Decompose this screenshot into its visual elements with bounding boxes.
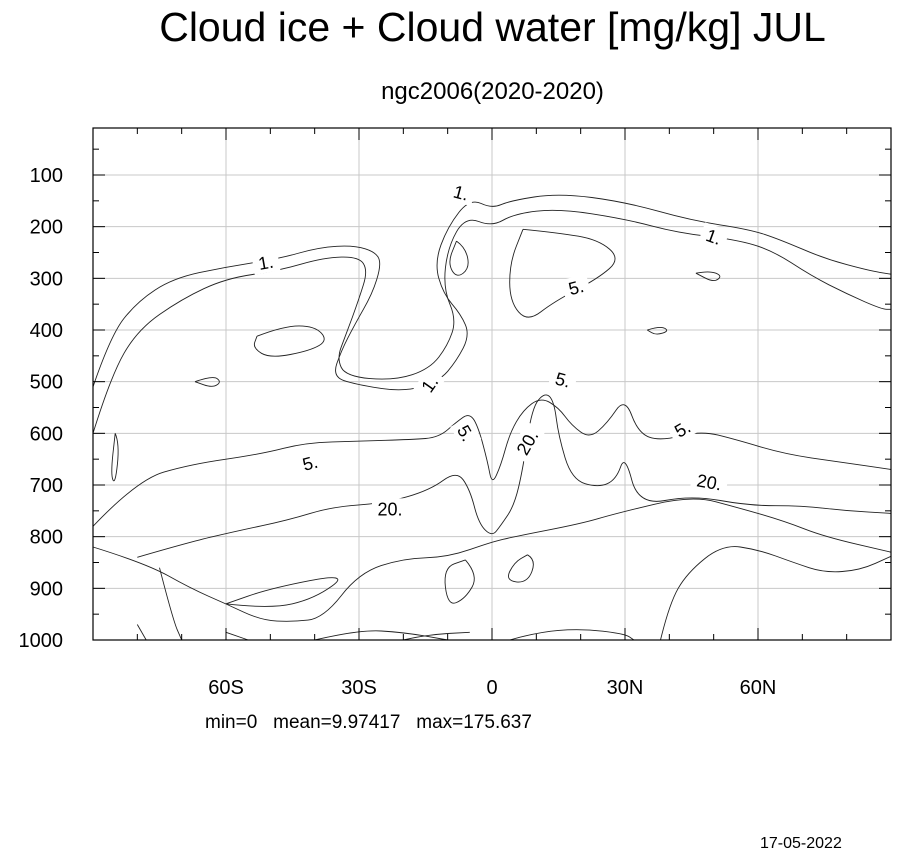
contour-label: 5. <box>547 366 579 394</box>
x-tick-label: 60S <box>208 677 244 699</box>
y-tick-label: 800 <box>30 527 63 549</box>
contour-label: 1. <box>698 222 730 251</box>
contour-labels: 1.1.1.1.5.5.5.5. 5.20.20.20. <box>251 179 730 520</box>
contour-line-1 <box>646 327 668 335</box>
contour-line-5 <box>253 325 325 357</box>
y-tick-label: 500 <box>30 372 63 394</box>
chart-title: Cloud ice + Cloud water [mg/kg] JUL <box>159 4 826 50</box>
contour-line-20 <box>225 577 339 607</box>
y-tick-label: 100 <box>30 165 63 187</box>
contour-line-5 <box>225 631 249 641</box>
contour-line-5 <box>449 240 469 276</box>
contour-label-background <box>251 249 281 275</box>
contour-label-background <box>698 222 730 251</box>
contour-label: 1. <box>445 179 477 207</box>
contour-label: 20. <box>372 498 408 520</box>
y-tick-label: 400 <box>30 320 63 342</box>
contour-line-1 <box>111 433 119 482</box>
contour-line-20 <box>137 394 892 558</box>
x-tick-label: 30N <box>607 677 644 699</box>
contour-label-background <box>560 273 592 301</box>
contour-label: 5. <box>294 449 326 477</box>
y-tick-label: 200 <box>30 217 63 239</box>
y-tick-label: 300 <box>30 268 63 290</box>
x-tick-label: 30S <box>341 677 377 699</box>
contour-label: 5. <box>560 273 592 301</box>
y-tick-label: 1000 <box>19 630 64 652</box>
contour-label-background <box>294 449 326 477</box>
contour-line-5 <box>509 228 616 318</box>
contour-label: 5. <box>665 413 699 445</box>
statistics-summary: min=0 mean=9.97417 max=175.637 <box>205 712 532 733</box>
y-axis-tick-labels: 100 200 300 400 500 600 700 800 900 1000 <box>19 165 64 652</box>
contour-label: 1. <box>413 367 446 401</box>
contour-line-20 <box>92 498 892 622</box>
contour-line-5 <box>314 630 448 641</box>
contour-label-background <box>445 179 477 207</box>
x-tick-label: 60N <box>740 677 777 699</box>
contour-label-text: 1. <box>451 181 471 204</box>
contour-line-5 <box>403 631 470 641</box>
y-tick-label: 600 <box>30 423 63 445</box>
contour-label: 1. <box>251 249 281 275</box>
contour-label: 20. <box>689 468 729 496</box>
x-tick-label: 0 <box>486 677 497 699</box>
contour-label-text: 20. <box>695 470 723 494</box>
contour-label-background <box>665 413 699 445</box>
contour-line-1 <box>695 271 721 281</box>
contour-line-5 <box>660 546 892 641</box>
chart-subtitle: ngc2006(2020-2020) <box>381 78 604 105</box>
contour-label-text: 1. <box>703 225 724 249</box>
contour-line-1 <box>159 567 183 641</box>
contour-label-background <box>450 416 482 450</box>
contour-line-20 <box>444 559 475 604</box>
axis-ticks <box>93 128 891 641</box>
y-tick-label: 900 <box>30 578 63 600</box>
contour-line-5 <box>509 629 635 641</box>
contour-label-text: 5. <box>300 452 320 475</box>
contour-line-1 <box>136 624 147 641</box>
contour-label-background <box>689 468 729 496</box>
contour-label: 20. <box>508 421 546 464</box>
contour-label-text: 1. <box>257 252 275 274</box>
contour-label-text: 5. <box>553 368 573 391</box>
contour-label-text: 5. <box>566 276 586 299</box>
contour-line-5 <box>92 399 892 527</box>
contour-line-1 <box>92 194 892 391</box>
contour-label-background <box>372 498 408 520</box>
plot-date: 17-05-2022 <box>760 835 842 852</box>
contour-label-background <box>508 421 546 464</box>
x-axis-tick-labels: 60S 30S 0 30N 60N <box>208 677 776 699</box>
contour-label: 5. <box>450 416 482 450</box>
y-tick-label: 700 <box>30 475 63 497</box>
contour-line-1 <box>194 377 220 387</box>
contour-line-20 <box>508 554 534 583</box>
contour-label-text: 20. <box>377 499 402 519</box>
grid-lines <box>93 128 891 640</box>
contour-label-background <box>547 366 579 394</box>
contour-label-background <box>413 367 446 401</box>
